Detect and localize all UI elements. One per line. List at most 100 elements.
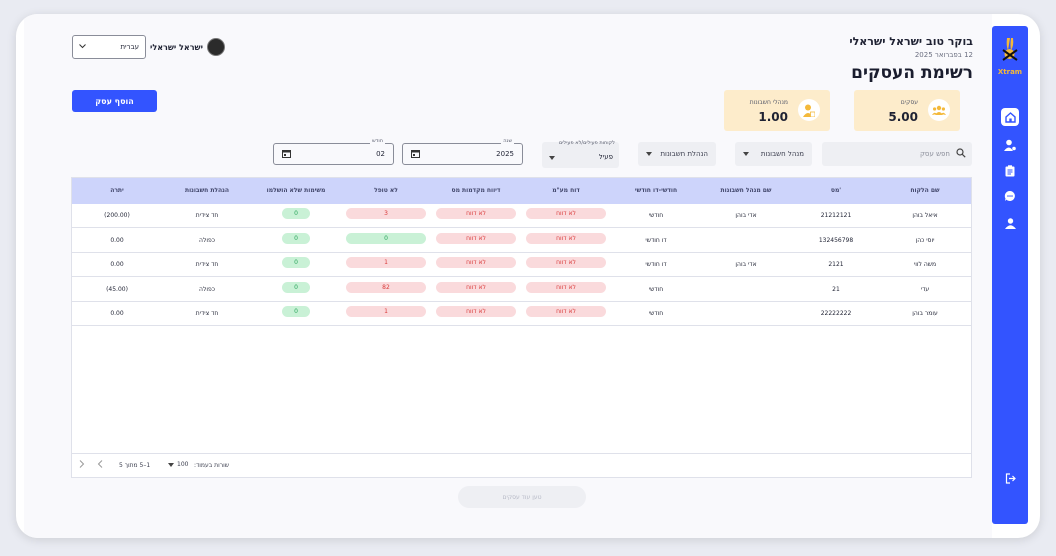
status-filter[interactable]: לקוחות פעילים/לא פעילים פעיל: [542, 140, 619, 168]
clipboard-icon: [1005, 165, 1015, 177]
home-icon: [1004, 111, 1016, 123]
user-settings-icon: [1004, 139, 1016, 151]
column-header[interactable]: שם הלקוח: [910, 187, 940, 194]
column-header[interactable]: מס': [830, 187, 842, 194]
vat-badge: לא דווח: [526, 208, 606, 219]
bookkeeping-cell: חד צידית: [195, 212, 219, 219]
year-field[interactable]: שנה 2025: [402, 138, 523, 165]
month-field-label: חודש: [370, 138, 385, 144]
business-table: שם הלקוח מס' שם מנהל חשבונות חודשי-דו חו…: [71, 177, 972, 478]
chevron-right-icon[interactable]: [79, 460, 85, 470]
nav-home[interactable]: [1001, 108, 1019, 126]
greeting: בוקר טוב ישראל ישראלי: [849, 35, 973, 48]
frequency-cell: חודשי: [648, 212, 664, 219]
column-header[interactable]: דוח מע"מ: [552, 187, 580, 194]
untreated-badge: 3: [346, 208, 426, 219]
year-value: 2025: [496, 150, 514, 158]
column-header[interactable]: משימות שלא הושלמו: [266, 187, 326, 194]
number-cell: 2121: [828, 261, 844, 268]
name-cell: עומר בוהן: [912, 310, 938, 317]
bookkeeping-filter-label: הנהלת חשבונות: [660, 150, 708, 158]
caret-down-icon: [549, 154, 555, 162]
name-cell: עדי: [920, 285, 930, 293]
number-cell: 22222222: [820, 310, 852, 317]
stat-value: 5.00: [888, 110, 918, 124]
add-business-button[interactable]: הוסף עסק: [72, 90, 157, 112]
accountant-filter-label: מנהל חשבונות: [760, 150, 804, 158]
frequency-cell: דו חודשי: [645, 236, 667, 244]
chevron-left-icon[interactable]: [97, 460, 103, 470]
column-header[interactable]: יתרה: [110, 187, 124, 194]
rows-per-page-select[interactable]: 100: [168, 461, 188, 468]
untreated-badge: 1: [346, 306, 426, 317]
nav-profile[interactable]: [1001, 214, 1019, 232]
logout-icon: [1005, 472, 1016, 484]
avatar: [206, 38, 225, 56]
tasks-badge: 0: [282, 232, 310, 244]
table-row[interactable]: עומר בוהן 22222222 חודשי לא דווח לא דווח 1 0 חד…: [72, 302, 971, 326]
rows-per-page-value: 100: [177, 461, 189, 468]
name-cell: איאל בוהן: [912, 212, 938, 219]
column-header[interactable]: לא טופל: [374, 187, 398, 194]
brand-logo[interactable]: Xtram: [996, 36, 1024, 76]
column-header[interactable]: הנהלת חשבונות: [184, 187, 230, 194]
stat-card-accountants: מנהלי חשבונות 1.00: [724, 90, 830, 131]
balance-cell: (200.00): [104, 212, 130, 219]
vat-badge: לא דווח: [526, 257, 606, 268]
accountant-icon: [798, 99, 820, 121]
balance-cell: 0.00: [110, 310, 124, 317]
calendar-icon[interactable]: [411, 149, 420, 160]
advance-badge: לא דווח: [436, 306, 516, 317]
app-frame: בוקר טוב ישראל ישראלי 12 בפברואר 2025 רש…: [16, 14, 1040, 538]
bookkeeping-cell: חד צידית: [195, 310, 219, 317]
table-pagination: שורות בעמוד: 100 1–5 מתוך 5: [72, 453, 971, 477]
table-row[interactable]: איאל בוהן 21212121 אדי בוהן חודשי לא דווח לא …: [72, 204, 971, 228]
language-value: עברית: [120, 43, 139, 51]
language-select[interactable]: עברית: [72, 35, 146, 59]
calendar-icon[interactable]: [282, 149, 291, 160]
year-field-label: שנה: [501, 138, 514, 144]
caret-down-icon: [646, 150, 652, 158]
stat-label: עסקים: [900, 99, 918, 106]
accountant-filter[interactable]: מנהל חשבונות: [735, 142, 812, 166]
stat-value: 1.00: [758, 110, 788, 124]
table-row[interactable]: עדי 21 חודשי לא דווח לא דווח 82 0 כפולה (45.00): [72, 278, 971, 302]
nav-accountants[interactable]: [1001, 136, 1019, 154]
tasks-badge: 0: [282, 281, 310, 293]
stat-label: מנהלי חשבונות: [749, 99, 788, 106]
name-cell: יוסי כהן: [915, 236, 935, 244]
status-filter-label: לקוחות פעילים/לא פעילים: [558, 140, 615, 146]
number-cell: 132456798: [818, 236, 854, 244]
user-chip[interactable]: ישראל ישראלי: [150, 38, 225, 56]
untreated-badge: 0: [346, 232, 426, 244]
month-value: 02: [376, 150, 385, 158]
column-header[interactable]: דיווח מקדמות מס: [451, 187, 501, 194]
main-content: בוקר טוב ישראל ישראלי 12 בפברואר 2025 רש…: [24, 14, 992, 538]
accountant-cell: אדי בוהן: [735, 261, 757, 268]
table-row[interactable]: יוסי כהן 132456798 דו חודשי לא דווח לא דווח 0…: [72, 229, 971, 253]
advance-badge: לא דווח: [436, 281, 516, 293]
table-header: שם הלקוח מס' שם מנהל חשבונות חודשי-דו חו…: [72, 178, 971, 204]
vat-badge: לא דווח: [526, 306, 606, 317]
tasks-badge: 0: [282, 257, 310, 268]
name-cell: משה לווי: [913, 261, 937, 268]
nav-messages[interactable]: [1001, 187, 1019, 205]
stat-card-businesses: עסקים 5.00: [854, 90, 960, 131]
column-header[interactable]: חודשי-דו חודשי: [634, 187, 678, 194]
users-icon: [928, 99, 950, 121]
nav-logout[interactable]: [1001, 469, 1019, 487]
table-row[interactable]: משה לווי 2121 אדי בוהן דו חודשי לא דווח לא דו…: [72, 253, 971, 277]
brand-name: Xtram: [997, 68, 1023, 76]
vat-badge: לא דווח: [526, 281, 606, 293]
column-header[interactable]: שם מנהל חשבונות: [720, 187, 772, 194]
tasks-badge: 0: [282, 208, 310, 219]
page-title: רשימת העסקים: [851, 63, 973, 83]
nav-tasks[interactable]: [1001, 162, 1019, 180]
search-placeholder: חפש עסק: [919, 150, 950, 158]
bookkeeping-filter[interactable]: הנהלת חשבונות: [638, 142, 716, 166]
search-input[interactable]: חפש עסק: [822, 142, 972, 166]
frequency-cell: דו חודשי: [645, 261, 667, 268]
month-field[interactable]: חודש 02: [273, 138, 394, 165]
load-more-button[interactable]: טען עוד עסקים: [458, 486, 586, 508]
accountant-cell: אדי בוהן: [735, 212, 757, 219]
